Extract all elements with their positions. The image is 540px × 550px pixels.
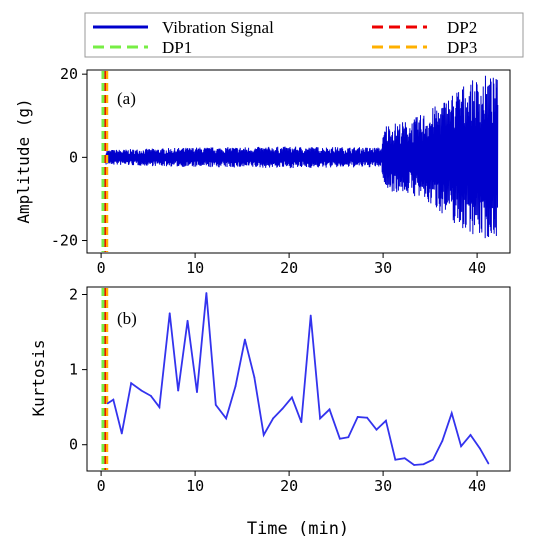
kurtosis-point bbox=[234, 385, 237, 388]
kurtosis-point bbox=[120, 432, 123, 435]
kurtosis-point bbox=[158, 406, 161, 409]
x-tick-label: 20 bbox=[280, 477, 298, 495]
kurtosis-point bbox=[460, 445, 463, 448]
kurtosis-point bbox=[487, 462, 490, 465]
kurtosis-point bbox=[309, 314, 312, 317]
kurtosis-point bbox=[366, 416, 369, 419]
kurtosis-point bbox=[225, 417, 228, 420]
panel-b-kurtosis: 0 10 20 30 40 210 (b) Kurtosis Time (min) bbox=[29, 286, 511, 539]
legend: Vibration Signal DP2 DP1 DP3 bbox=[84, 12, 524, 58]
kurtosis-point bbox=[253, 376, 256, 379]
series-kurtosis-line bbox=[107, 292, 490, 466]
kurtosis-point bbox=[450, 412, 453, 415]
kurtosis-point bbox=[300, 421, 303, 424]
kurtosis-point bbox=[385, 419, 387, 422]
y-tick-label: 0 bbox=[69, 436, 78, 454]
panel-b-label: (b) bbox=[117, 309, 137, 328]
kurtosis-point bbox=[150, 395, 152, 397]
legend-box bbox=[84, 12, 524, 58]
kurtosis-point bbox=[177, 389, 180, 392]
kurtosis-point bbox=[328, 408, 331, 411]
x-tick-label: 20 bbox=[280, 259, 298, 277]
kurtosis-point bbox=[441, 440, 444, 442]
y-tick-label: 0 bbox=[69, 148, 78, 166]
kurtosis-point bbox=[112, 398, 115, 401]
x-tick-label: 30 bbox=[374, 259, 392, 277]
panel-b-frame bbox=[86, 286, 511, 472]
kurtosis-point bbox=[214, 404, 217, 406]
kurtosis-point bbox=[479, 447, 481, 450]
kurtosis-point bbox=[262, 434, 265, 436]
x-tick-label: 40 bbox=[468, 259, 486, 277]
kurtosis-point bbox=[244, 338, 246, 341]
x-tick-label: 0 bbox=[97, 477, 106, 495]
panel-b-y-ticks: 2 1 0 bbox=[69, 286, 87, 454]
kurtosis-point bbox=[205, 292, 208, 294]
kurtosis-point bbox=[422, 463, 425, 466]
y-tick-label: 2 bbox=[69, 286, 78, 304]
panel-b-ylabel: Kurtosis bbox=[29, 339, 48, 416]
kurtosis-point bbox=[281, 407, 284, 410]
x-tick-label: 10 bbox=[186, 259, 204, 277]
panel-b-x-ticks: 0 10 20 30 40 bbox=[97, 471, 486, 495]
panel-a-plot-area bbox=[105, 75, 499, 239]
kurtosis-point bbox=[168, 312, 171, 315]
panel-b-xlabel: Time (min) bbox=[247, 519, 349, 539]
x-tick-label: 30 bbox=[374, 477, 392, 495]
legend-label-dp1: DP1 bbox=[162, 38, 192, 57]
panel-a-y-ticks: 20 0 -20 bbox=[51, 65, 87, 250]
kurtosis-point bbox=[291, 396, 293, 399]
kurtosis-point bbox=[106, 402, 109, 405]
series-vibration-signal bbox=[105, 75, 499, 239]
kurtosis-point bbox=[338, 437, 341, 440]
panel-a-vibration: 0 10 20 30 40 20 0 -20 (a) Amplitude (g) bbox=[14, 65, 511, 277]
kurtosis-point bbox=[356, 416, 359, 418]
kurtosis-point bbox=[403, 457, 406, 460]
panel-a-x-ticks: 0 10 20 30 40 bbox=[97, 253, 486, 277]
x-tick-label: 10 bbox=[186, 477, 204, 495]
x-tick-label: 0 bbox=[97, 259, 106, 277]
y-tick-label: 20 bbox=[60, 65, 78, 83]
kurtosis-point bbox=[413, 464, 416, 466]
kurtosis-point bbox=[347, 436, 350, 439]
panel-a-ylabel: Amplitude (g) bbox=[14, 98, 33, 223]
kurtosis-point bbox=[469, 434, 472, 436]
kurtosis-point bbox=[140, 389, 143, 392]
kurtosis-point bbox=[272, 417, 275, 420]
legend-label-vibration: Vibration Signal bbox=[162, 18, 274, 37]
kurtosis-point bbox=[319, 417, 322, 420]
panel-a-marker-lines bbox=[101, 71, 109, 252]
legend-label-dp3: DP3 bbox=[447, 38, 477, 57]
kurtosis-point bbox=[432, 458, 434, 461]
kurtosis-point bbox=[196, 391, 198, 394]
kurtosis-point bbox=[394, 458, 397, 461]
kurtosis-point bbox=[186, 319, 189, 322]
legend-label-dp2: DP2 bbox=[447, 18, 477, 37]
panel-a-label: (a) bbox=[117, 89, 136, 108]
x-tick-label: 40 bbox=[468, 477, 486, 495]
panel-b-marker-lines bbox=[101, 288, 109, 470]
kurtosis-point bbox=[375, 428, 378, 431]
panel-b-plot-area bbox=[106, 292, 490, 466]
y-tick-label: 1 bbox=[69, 361, 78, 379]
kurtosis-point bbox=[130, 382, 133, 385]
y-tick-label: -20 bbox=[51, 232, 78, 250]
